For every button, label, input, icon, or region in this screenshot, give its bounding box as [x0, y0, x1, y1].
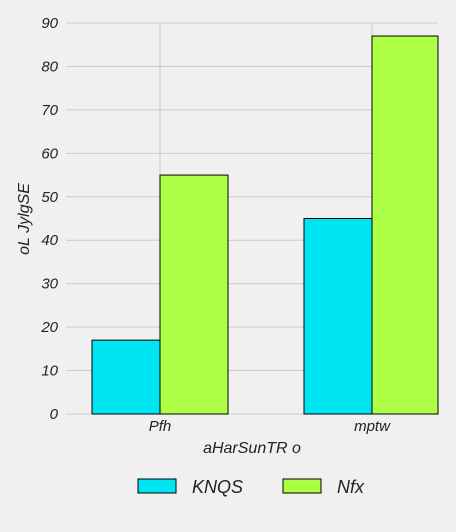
legend: KNQS Nfx: [137, 477, 365, 497]
y-tick-label: 80: [41, 58, 58, 75]
y-tick-label: 50: [41, 189, 58, 206]
y-tick-label: 70: [41, 102, 58, 119]
bar-Nfx-mptw: [371, 35, 439, 415]
bar-Nfx-Pfh: [159, 174, 229, 415]
bar-KNQS-Pfh: [91, 339, 161, 415]
legend-label-Nfx: Nfx: [337, 477, 365, 497]
bar-KNQS-mptw: [303, 218, 373, 415]
y-tick-label: 20: [40, 319, 58, 336]
legend-swatch-KNQS: [137, 478, 177, 494]
legend-swatch-Nfx: [282, 478, 322, 494]
y-tick-label: 30: [41, 276, 58, 293]
y-tick-label: 40: [41, 232, 58, 249]
bars: [91, 35, 439, 415]
y-tick-label: 60: [41, 145, 58, 162]
x-tick-label: mptw: [354, 418, 391, 435]
legend-label-KNQS: KNQS: [192, 477, 243, 497]
y-tick-label: 0: [50, 406, 59, 423]
x-tick-labels: Pfh mptw: [149, 418, 391, 435]
y-tick-label: 10: [41, 363, 58, 380]
y-tick-labels: 0 10 20 30 40 50 60 70 80 90: [40, 15, 58, 423]
x-tick-label: Pfh: [149, 418, 172, 435]
y-tick-label: 90: [41, 15, 58, 32]
y-axis-label: oL JylgSE: [16, 183, 33, 255]
x-axis-label: aHarSunTR o: [203, 440, 301, 457]
